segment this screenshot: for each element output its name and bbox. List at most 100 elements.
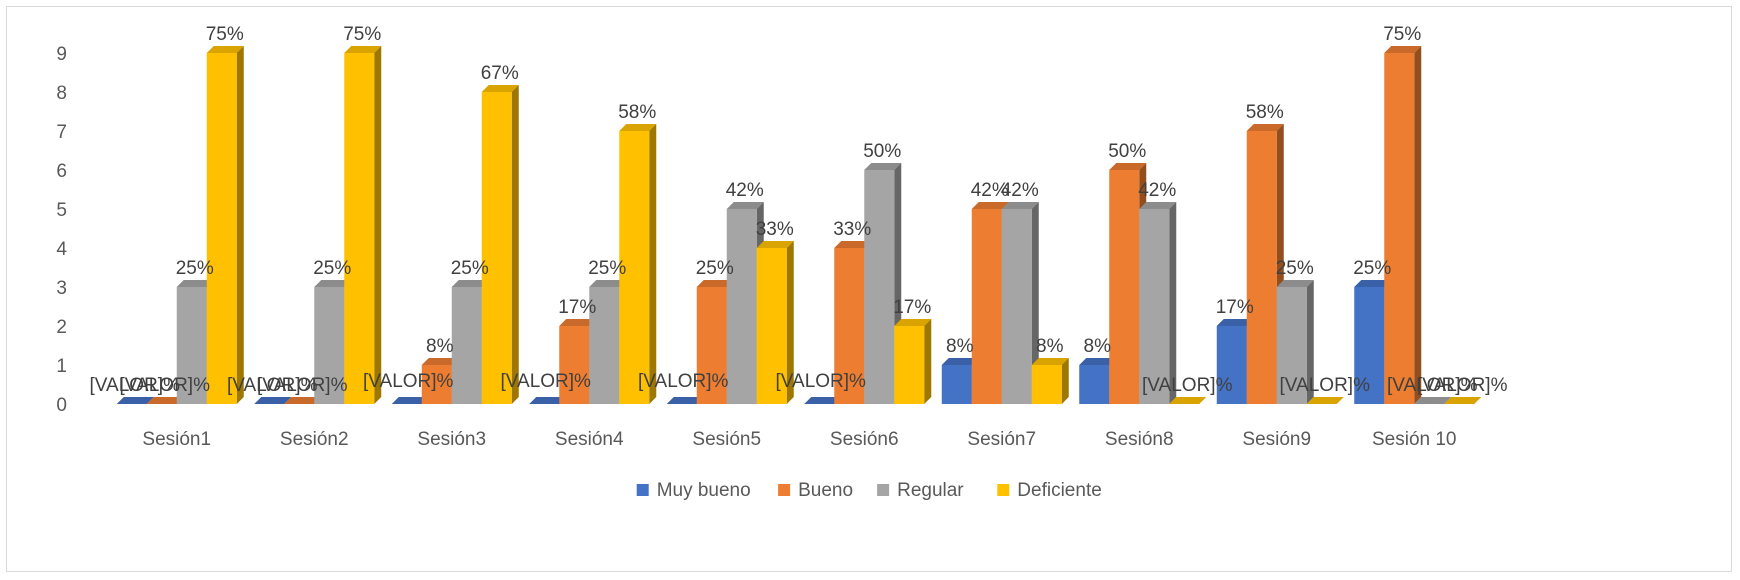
legend-swatch bbox=[636, 484, 649, 496]
bar bbox=[344, 46, 382, 404]
bar-top bbox=[1276, 280, 1314, 287]
bar-top bbox=[1414, 397, 1452, 404]
bar-front bbox=[864, 170, 895, 404]
data-label: 75% bbox=[343, 24, 381, 45]
bar-top bbox=[971, 202, 1009, 209]
y-tick-label: 0 bbox=[56, 395, 67, 416]
data-label: 42% bbox=[1001, 180, 1039, 201]
bar-top bbox=[1079, 358, 1117, 365]
bar-top bbox=[481, 85, 519, 92]
bar bbox=[1139, 202, 1177, 404]
bar-top bbox=[206, 46, 244, 53]
bar-side bbox=[511, 85, 519, 404]
x-tick-label: Sesión3 bbox=[417, 429, 486, 450]
bar-top bbox=[284, 397, 322, 404]
bar-front bbox=[559, 326, 590, 404]
bar-top bbox=[589, 280, 627, 287]
bar bbox=[559, 319, 597, 404]
x-tick-label: Sesión 10 bbox=[1372, 429, 1457, 450]
data-label: 25% bbox=[1276, 258, 1314, 279]
bar-top bbox=[314, 280, 352, 287]
bar-front bbox=[1109, 170, 1140, 404]
x-tick-label: Sesión2 bbox=[280, 429, 349, 450]
bar-top bbox=[1384, 46, 1422, 53]
data-label: [VALOR]% bbox=[776, 371, 867, 392]
bar-front bbox=[421, 365, 452, 404]
bar-top bbox=[451, 280, 489, 287]
x-tick-label: Sesión7 bbox=[967, 429, 1036, 450]
data-label: 58% bbox=[618, 102, 656, 123]
bar bbox=[1276, 280, 1314, 404]
y-tick-label: 3 bbox=[56, 278, 67, 299]
x-tick-label: Sesión5 bbox=[692, 429, 761, 450]
data-label: 50% bbox=[863, 141, 901, 162]
bar-front bbox=[344, 53, 375, 404]
bar-front bbox=[481, 92, 512, 404]
data-label: 67% bbox=[481, 63, 519, 84]
bar-top bbox=[1354, 280, 1392, 287]
data-label: 75% bbox=[206, 24, 244, 45]
bar bbox=[206, 46, 244, 404]
bar-side bbox=[1031, 202, 1039, 404]
y-axis: 0 1 2 3 4 5 6 7 8 9 bbox=[56, 44, 67, 416]
legend-swatch bbox=[877, 484, 890, 496]
bar-front bbox=[696, 287, 727, 404]
x-tick-label: Sesión6 bbox=[830, 429, 899, 450]
legend-label: Muy bueno bbox=[657, 480, 751, 501]
x-tick-label: Sesión4 bbox=[555, 429, 624, 450]
bar-front bbox=[756, 248, 787, 404]
bar bbox=[804, 397, 842, 404]
bar-side bbox=[1414, 46, 1422, 404]
bar bbox=[481, 85, 519, 404]
bar-front bbox=[1354, 287, 1385, 404]
data-label: 17% bbox=[558, 297, 596, 318]
data-label: 42% bbox=[971, 180, 1009, 201]
legend-item: Bueno bbox=[778, 480, 853, 501]
y-tick-label: 6 bbox=[56, 161, 67, 182]
y-tick-label: 8 bbox=[56, 83, 67, 104]
y-tick-label: 9 bbox=[56, 44, 67, 65]
bar-front bbox=[971, 209, 1002, 404]
y-tick-label: 1 bbox=[56, 356, 67, 377]
data-label: 42% bbox=[726, 180, 764, 201]
bar-top bbox=[619, 124, 657, 131]
data-label: [VALOR]% bbox=[363, 371, 454, 392]
bar bbox=[1169, 397, 1207, 404]
bar-front bbox=[176, 287, 207, 404]
bar-front bbox=[941, 365, 972, 404]
bar-front bbox=[1001, 209, 1032, 404]
bar-front bbox=[1079, 365, 1110, 404]
bar-top bbox=[391, 397, 429, 404]
bar-top bbox=[116, 397, 154, 404]
data-label: [VALOR]% bbox=[90, 375, 181, 396]
data-label: 8% bbox=[426, 336, 454, 357]
bar-top bbox=[421, 358, 459, 365]
bar-side bbox=[924, 319, 932, 404]
bar-top bbox=[1031, 358, 1069, 365]
legend-swatch bbox=[997, 484, 1010, 496]
data-label: [VALOR]% bbox=[1142, 375, 1233, 396]
x-axis: Sesión1 Sesión2 Sesión3 Sesión4 Sesión5 Sesió… bbox=[142, 429, 1456, 450]
data-label: [VALOR]% bbox=[1280, 375, 1371, 396]
bar-top bbox=[941, 358, 979, 365]
legend-item: Deficiente bbox=[997, 480, 1102, 501]
bar-top bbox=[176, 280, 214, 287]
data-label: 25% bbox=[313, 258, 351, 279]
bar-front bbox=[1031, 365, 1062, 404]
bar-front bbox=[1246, 131, 1277, 404]
x-tick-label: Sesión8 bbox=[1105, 429, 1174, 450]
bar bbox=[666, 397, 704, 404]
data-label: 25% bbox=[451, 258, 489, 279]
legend-label: Bueno bbox=[798, 480, 853, 501]
bar-top bbox=[1216, 319, 1254, 326]
bar bbox=[146, 397, 184, 404]
bar bbox=[116, 397, 154, 404]
data-label: 33% bbox=[756, 219, 794, 240]
y-tick-label: 2 bbox=[56, 317, 67, 338]
x-tick-label: Sesión1 bbox=[142, 429, 211, 450]
bar-top bbox=[559, 319, 597, 326]
bar-top bbox=[894, 319, 932, 326]
bar-top bbox=[1444, 397, 1482, 404]
bar bbox=[894, 319, 932, 404]
